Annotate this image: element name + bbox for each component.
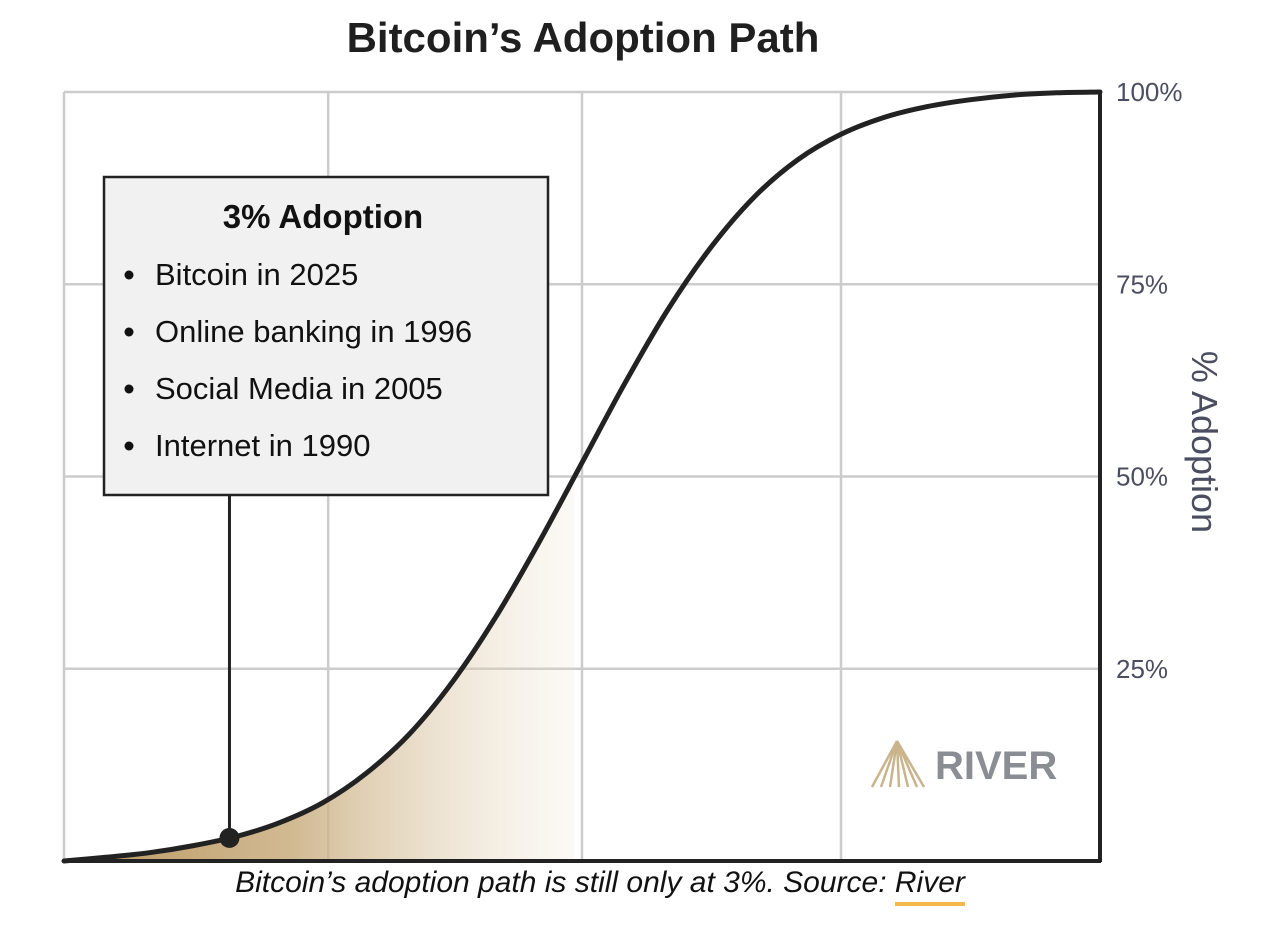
annotation-item: Social Media in 2005 [155,371,443,406]
y-tick-label: 100% [1116,77,1183,107]
bullet-icon [124,327,134,337]
annotation-box: 3% Adoption Bitcoin in 2025 Online bankin… [102,175,550,497]
y-tick-label: 25% [1116,654,1168,684]
annotation-box-background [102,175,550,497]
river-mountain-logo-icon [870,740,926,788]
y-tick-label: 50% [1116,462,1168,492]
source-link[interactable]: River [894,866,965,906]
adoption-curve-line [61,89,1103,864]
annotation-item: Internet in 1990 [155,428,370,463]
y-axis-label: % Adoption [1184,351,1225,533]
annotation-heading: 3% Adoption [223,198,423,235]
axes [64,91,1102,863]
annotation-item: Online banking in 1996 [155,314,472,349]
y-tick-label: 75% [1116,269,1168,299]
bullet-icon [124,441,134,451]
caption-text: Bitcoin’s adoption path is still only at… [235,866,895,899]
figure-caption: Bitcoin’s adoption path is still only at… [0,866,1200,906]
bullet-icon [124,270,134,280]
bitcoin-3-percent-marker [219,827,240,848]
adoption-shaded-area [64,476,575,861]
y-tick-labels: 25% 50% 75% 100% [1116,77,1183,684]
river-logo-text: RIVER [935,744,1057,788]
annotation-item: Bitcoin in 2025 [155,257,358,292]
annotation-list: Bitcoin in 2025 Online banking in 1996 Soc… [124,257,472,463]
river-logo: RIVER [870,740,1057,788]
chart-title: Bitcoin’s Adoption Path [347,14,820,61]
bullet-icon [124,384,134,394]
